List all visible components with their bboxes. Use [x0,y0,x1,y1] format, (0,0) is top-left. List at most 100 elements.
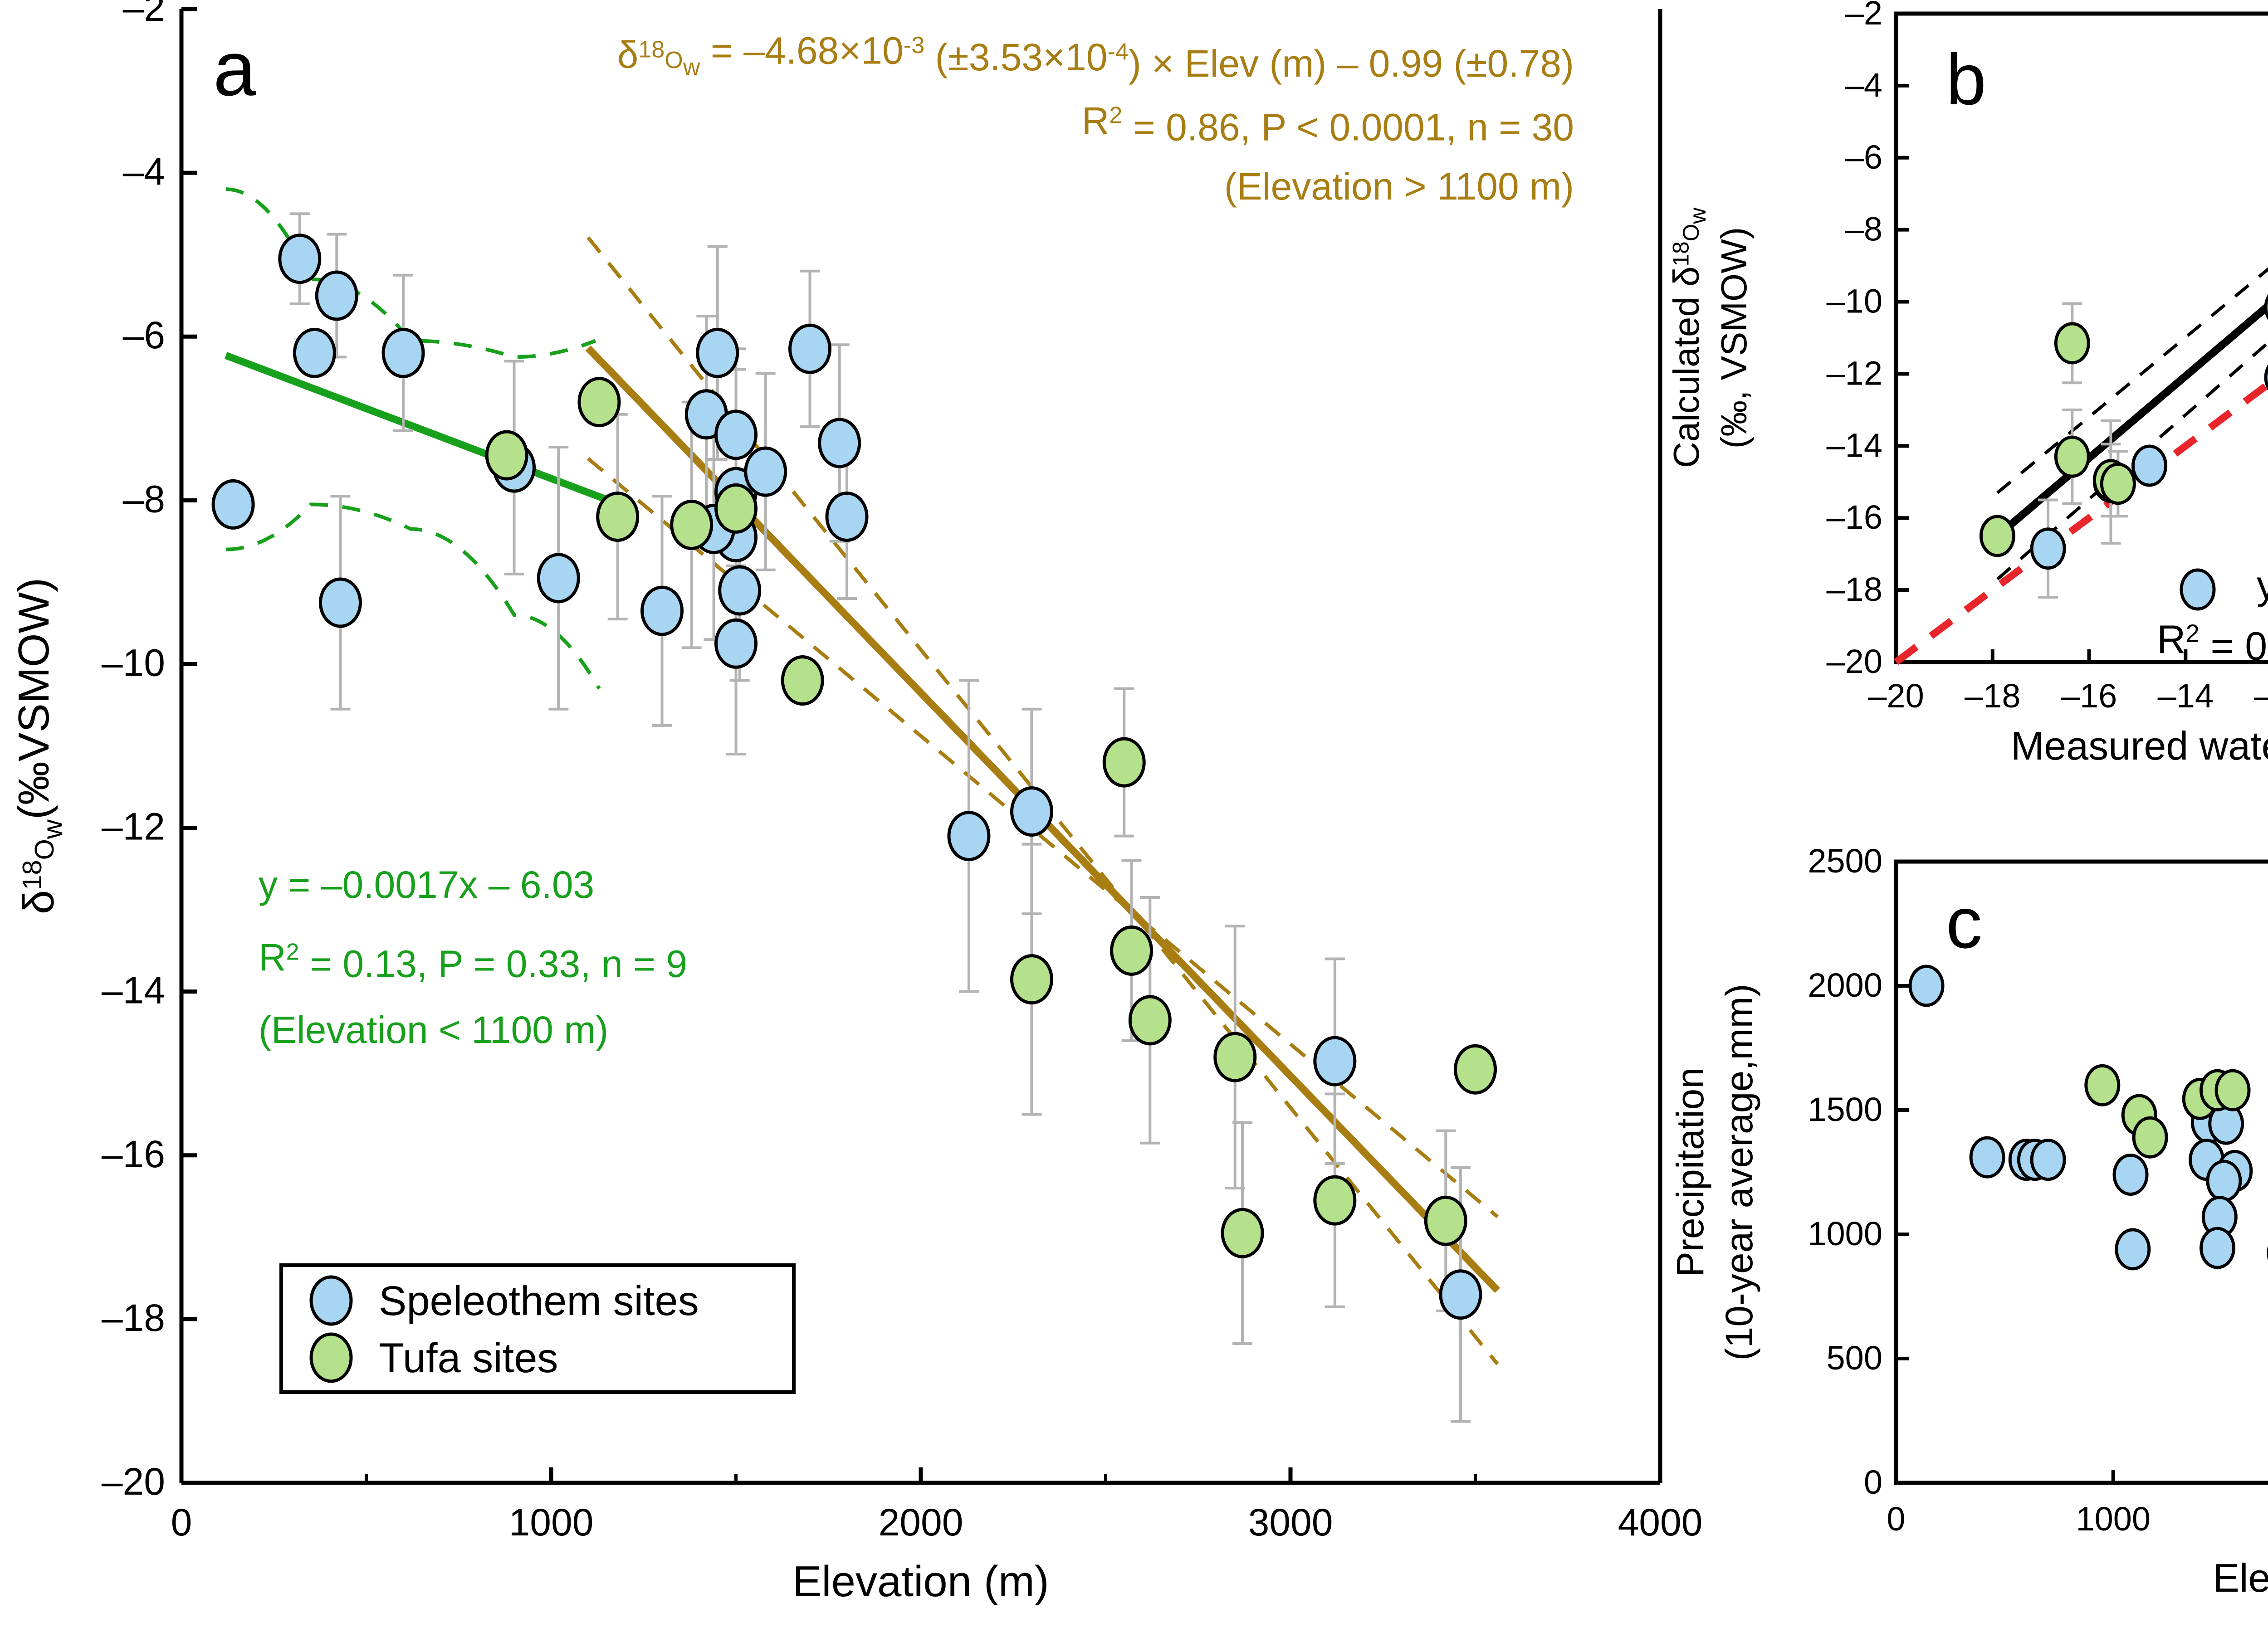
svg-text:(Elevation > 1100 m): (Elevation > 1100 m) [1224,165,1574,208]
panel-a-data-point[interactable] [1221,1208,1264,1258]
panel-a-data-point[interactable] [818,418,861,468]
panel-a-data-point[interactable] [1213,1032,1257,1082]
panel-a-data-point[interactable] [381,327,425,378]
panel-a-data-point[interactable] [1102,737,1146,788]
panel-a-label: a [213,26,256,112]
panel-c-data-point[interactable] [1908,965,1945,1007]
panel-b-y-tick-label: –2 [1845,0,1882,32]
panel-b-y-tick-label: –10 [1827,283,1882,320]
panel-a-y-tick-label: –16 [102,1133,165,1175]
legend-marker [309,1332,353,1383]
panel-a-data-point[interactable] [1110,925,1154,976]
panel-a-data-point[interactable] [315,270,358,321]
panel-c-y-tick-label: 1500 [1808,1091,1882,1128]
panel-a-data-point[interactable] [788,323,831,374]
panel-a-y-tick-label: –20 [102,1460,165,1503]
panel-c-x-axis-label: Elevation (m) [2213,1555,2268,1600]
panel-c-y-tick-label: 2000 [1808,966,1882,1004]
panel-a-fit-line [224,352,608,503]
panel-a-green-annotation: y = –0.0017x – 6.03 R2 = 0.13, P = 0.33, … [259,863,687,1051]
panel-a-data-point[interactable] [1439,1269,1482,1320]
panel-a-y-tick-label: –8 [123,477,165,520]
panel-c-y-tick-label: 2500 [1808,842,1882,880]
panel-c-data-point[interactable] [2200,1227,2236,1269]
panel-a-data-point[interactable] [537,553,580,604]
panel-c-y-tick-label: 0 [1864,1463,1882,1501]
panel-b-data-point[interactable] [2264,358,2268,397]
panel-a-data-point[interactable] [714,409,758,460]
panel-c-y-axis-label: Precipitation (10-year average,mm) [1669,984,1760,1361]
panel-a: –20–18–16–14–12–10–8–6–4–20 1000 2000 3000 4… [10,0,1702,1606]
panel-a-data-point[interactable] [1454,1044,1497,1095]
panel-b-y-tick-label: –4 [1845,66,1882,104]
panel-a-data-point[interactable] [947,811,991,862]
panel-b-y-tick-label: –12 [1827,354,1882,392]
panel-a-data-point[interactable] [278,234,322,284]
panel-c-data-point[interactable] [2115,1228,2151,1271]
panel-a-data-point[interactable] [781,655,824,706]
panel-a-y-tick-label: –10 [102,641,165,684]
panel-b-data-point[interactable] [2054,322,2090,365]
panel-c-data-point[interactable] [2112,1153,2149,1196]
panel-a-green-ci [225,502,601,690]
panel-b-x-tick-label: –20 [1868,677,1924,715]
panel-b-stats: R2 = 0.76, P < 0.0001, n = 32 [2157,617,2268,668]
panel-c-x-tick-label: 0 [1887,1500,1905,1538]
panel-a-data-point[interactable] [744,446,787,497]
panel-b-y-tick-label: –14 [1827,426,1882,464]
svg-text:(10-year average,mm): (10-year average,mm) [1718,984,1760,1361]
panel-a-data-point[interactable] [718,565,762,616]
panel-a-x-tick-label: 4000 [1618,1501,1703,1544]
panel-b-data-point[interactable] [1979,515,2015,557]
panel-b-data-point[interactable] [2054,435,2090,478]
panel-b-data-point[interactable] [2030,527,2066,570]
panel-a-data-point[interactable] [596,491,640,542]
panel-b-y-axis-label: Calculated δ18Ow(‰, VSMOW) [1666,208,1754,468]
panel-a-x-axis-label: Elevation (m) [792,1557,1049,1606]
panel-c-data-point[interactable] [2214,1069,2251,1111]
panel-a-data-point[interactable] [1313,1175,1357,1226]
panel-a-x-tick-label: 3000 [1248,1501,1333,1544]
panel-c-data-point[interactable] [2084,1064,2121,1106]
panel-a-data-point[interactable] [1313,1036,1357,1087]
panel-c-data-point[interactable] [2030,1139,2066,1181]
panel-a-data-point[interactable] [1424,1195,1467,1246]
panel-a-y-tick-label: –12 [102,805,165,848]
panel-a-data-point[interactable] [318,577,362,628]
panel-b-frame [1894,11,2268,664]
panel-c-data-point[interactable] [1969,1136,2005,1179]
panel-b-x-tick-label: –16 [2061,677,2117,715]
panel-a-data-point[interactable] [211,479,255,530]
panel-a-data-point[interactable] [1010,786,1053,837]
panel-a-y-tick-label: –6 [123,314,165,356]
panel-b-data-point[interactable] [2100,463,2136,505]
panel-a-data-point[interactable] [577,377,621,428]
panel-c-data-point[interactable] [2132,1116,2168,1159]
panel-a-data-point[interactable] [485,430,528,481]
panel-a-data-point[interactable] [670,500,714,550]
panel-b-data-point[interactable] [2131,444,2168,487]
panel-a-data-point[interactable] [714,483,758,534]
panel-a-data-point[interactable] [714,618,758,669]
panel-a-data-point[interactable] [1128,995,1172,1046]
panel-c-data-point[interactable] [2206,1160,2242,1202]
svg-text:Calculated δ18Ow: Calculated δ18Ow [1666,208,1711,468]
panel-b-y-tick-label: –16 [1827,498,1882,536]
panel-a-data-point[interactable] [696,327,739,378]
panel-a-y-axis-label: δ18Ow(‰VSMOW) [10,578,68,914]
svg-text:(Elevation < 1100 m): (Elevation < 1100 m) [259,1009,608,1051]
panel-c-y-tick-label: 1000 [1808,1215,1882,1252]
panel-b-data-point[interactable] [2264,287,2268,326]
panel-a-y-tick-label: –14 [102,969,165,1012]
panel-b-ci-line [1996,267,2268,494]
panel-a-data-point[interactable] [293,327,336,378]
panel-a-x-tick-label: 1000 [509,1501,594,1544]
panel-a-data-point[interactable] [825,491,869,542]
panel-b-y-tick-label: –8 [1845,210,1882,248]
panel-a-data-point[interactable] [1010,954,1053,1005]
panel-b-y-tick-label: –20 [1827,643,1882,680]
panel-b-legend-marker [2180,568,2216,611]
panel-a-data-point[interactable] [640,585,684,636]
panel-b-x-axis-label: Measured water δ18Ow (‰, VSMOW) [2011,723,2268,768]
